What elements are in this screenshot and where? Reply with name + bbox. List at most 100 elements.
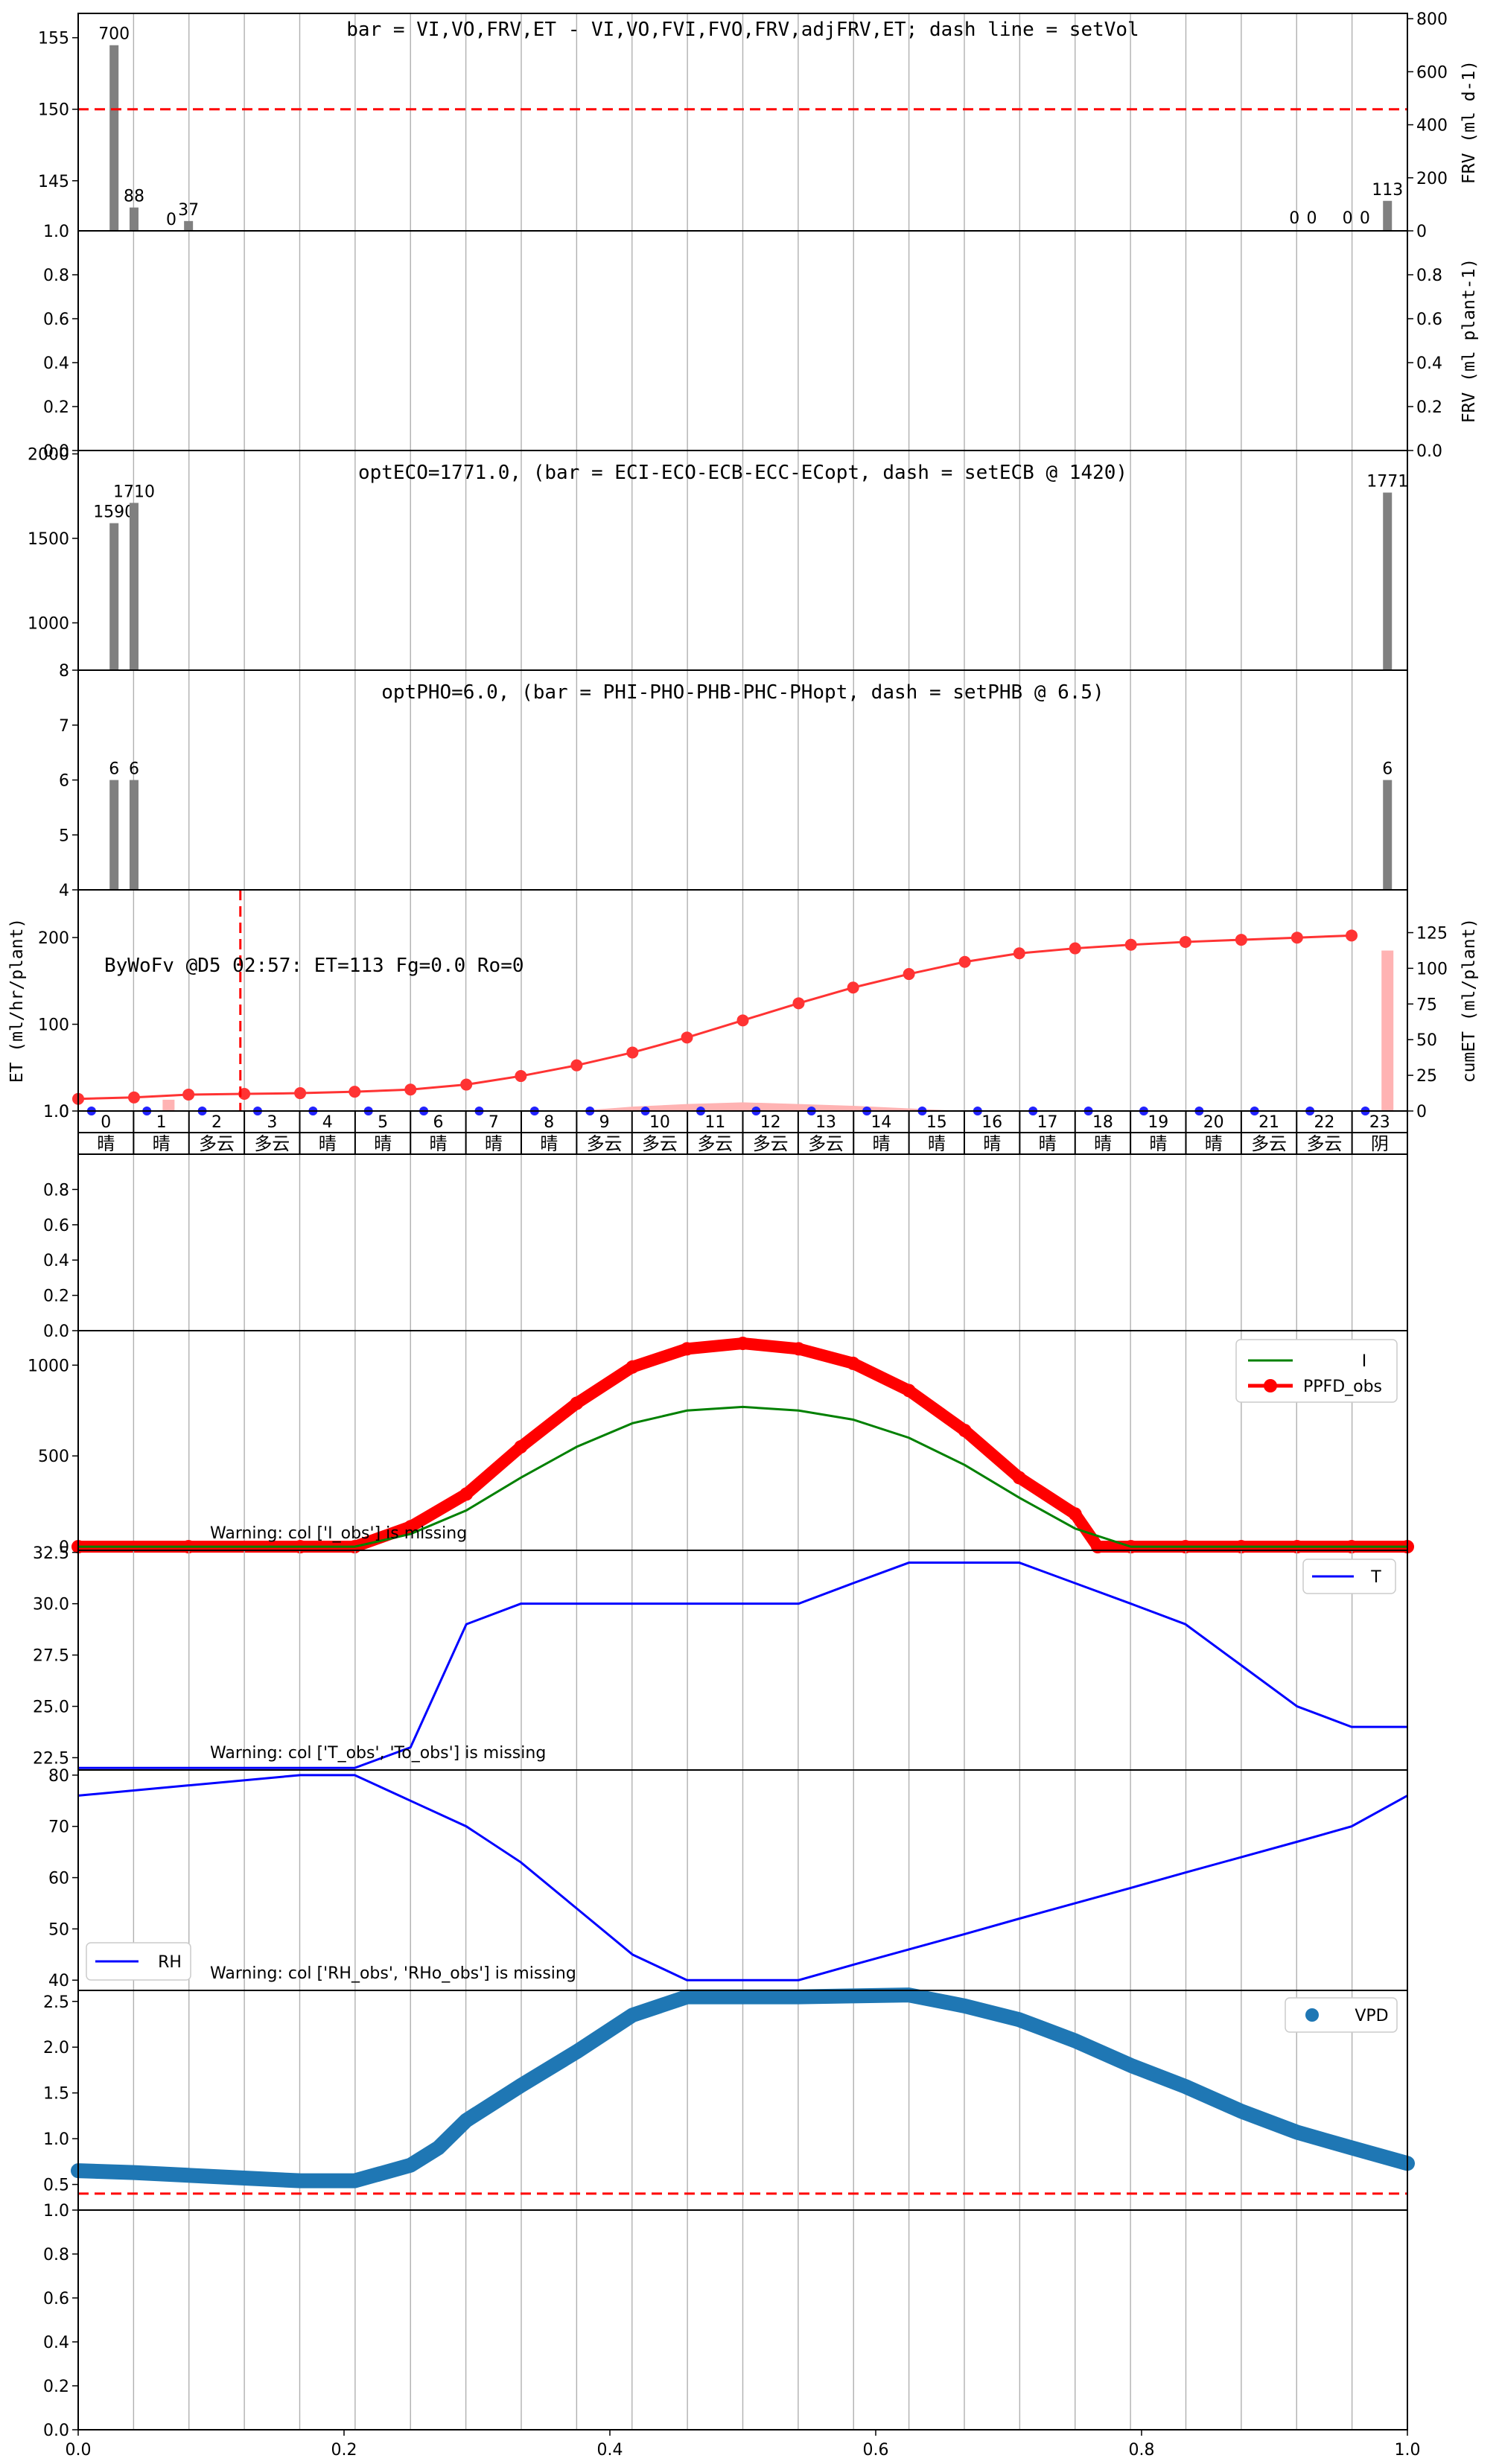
right-y-tick-label: 0.0 bbox=[1416, 442, 1442, 461]
right-y-tick-label: 0 bbox=[1416, 1103, 1427, 1121]
warning-text: Warning: col ['RH_obs', 'RHo_obs'] is mi… bbox=[210, 1964, 576, 1983]
hour-cell: 6 bbox=[433, 1113, 443, 1132]
vpd-line bbox=[71, 1987, 1415, 2188]
hour-cell: 1 bbox=[156, 1113, 167, 1132]
panel-frv: 0.0 0.2 0.4 0.6 0.8 0.0 0.2 0.4 0.6 0.8 FRV (ml pl… bbox=[43, 230, 1479, 461]
hour-cell: 21 bbox=[1258, 1113, 1279, 1132]
legend-box bbox=[1285, 1997, 1398, 2033]
weather-cell: 晴 bbox=[540, 1133, 558, 1154]
right-y-tick-label: 0.4 bbox=[1416, 354, 1442, 373]
y-tick-label: 1000 bbox=[28, 1357, 69, 1375]
et-bar bbox=[1381, 950, 1394, 1111]
weather-cell: 晴 bbox=[153, 1133, 171, 1154]
weather-cell: 晴 bbox=[97, 1133, 115, 1154]
panel-bottom: 0.0 0.2 0.4 0.6 0.8 1.0 0.0 0.2 0.4 0.6 0.8 1.0 bbox=[43, 2202, 1421, 2460]
y-tick-label: 30.0 bbox=[33, 1596, 69, 1614]
ppfd-obs-point bbox=[404, 1520, 418, 1534]
y-tick-label: 1.0 bbox=[43, 2202, 69, 2221]
hour-cell: 7 bbox=[488, 1113, 499, 1132]
weather-cell: 晴 bbox=[928, 1133, 946, 1154]
weather-cell: 多云 bbox=[697, 1133, 733, 1154]
hour-cell: 8 bbox=[544, 1113, 554, 1132]
panel-volume: 145 150 155 1.0 0 200 400 600 800 FRV (ml d-1) 700… bbox=[38, 10, 1479, 241]
ppfd-obs-point bbox=[570, 1396, 584, 1410]
weather-cell: 多云 bbox=[1306, 1133, 1342, 1154]
y-tick-label: 70 bbox=[48, 1818, 69, 1837]
y-tick-label: 0.5 bbox=[43, 2177, 69, 2195]
y-bottom-label: 1.0 bbox=[43, 1103, 69, 1121]
cumet-point bbox=[182, 1088, 195, 1101]
right-y-tick-label: 200 bbox=[1416, 170, 1448, 188]
cumet-point bbox=[903, 968, 915, 981]
weather-cell: 多云 bbox=[642, 1133, 678, 1154]
y-tick-label: 25.0 bbox=[33, 1699, 69, 1717]
ec-bar bbox=[109, 523, 119, 670]
ppfd-obs-point bbox=[902, 1384, 916, 1398]
ec-bar bbox=[1383, 492, 1393, 670]
hour-cell: 13 bbox=[815, 1113, 836, 1132]
right-y-tick-label: 0.2 bbox=[1416, 398, 1442, 417]
right-axis-label: FRV (ml plant-1) bbox=[1460, 258, 1479, 424]
hour-cell: 5 bbox=[378, 1113, 388, 1132]
y-tick-label: 0.4 bbox=[43, 1252, 69, 1270]
legend-ppfd-label: PPFD_obs bbox=[1303, 1378, 1382, 1396]
cumet-point bbox=[681, 1031, 693, 1044]
hour-cell: 17 bbox=[1037, 1113, 1058, 1132]
weather-cell: 晴 bbox=[429, 1133, 447, 1154]
weather-cell: 多云 bbox=[254, 1133, 290, 1154]
hour-cell: 4 bbox=[322, 1113, 333, 1132]
volume-bar-label: 113 bbox=[1372, 181, 1403, 200]
y-tick-label: 0.6 bbox=[43, 2290, 69, 2308]
cumet-point bbox=[349, 1086, 361, 1098]
weather-cell: 多云 bbox=[753, 1133, 789, 1154]
y-tick-label: 7 bbox=[59, 717, 69, 736]
y-tick-label: 0.8 bbox=[43, 2246, 69, 2264]
y-tick-label: 4 bbox=[59, 882, 69, 900]
hour-cell: 14 bbox=[871, 1113, 891, 1132]
y-tick-label: 100 bbox=[38, 1016, 69, 1035]
right-y-tick-label: 125 bbox=[1416, 924, 1448, 943]
ph-bar bbox=[109, 780, 119, 890]
zero-label: 0 bbox=[1289, 209, 1299, 228]
cumet-point bbox=[1290, 932, 1303, 944]
cumet-point bbox=[1235, 934, 1247, 946]
ppfd-obs-point bbox=[1012, 1471, 1026, 1485]
panel-ppfd: 0 500 1000 I PPFD_obs Warning: col ['I_obs'] … bbox=[28, 1330, 1414, 1557]
legend-vpd-marker bbox=[1305, 2008, 1319, 2022]
y-bottom-label: 1.0 bbox=[43, 223, 69, 241]
right-y-tick-label: 0 bbox=[1416, 223, 1427, 241]
weather-cell: 晴 bbox=[1149, 1133, 1167, 1154]
panel-temp: 22.5 25.0 27.5 30.0 32.5 T Warning: col ['T_ob… bbox=[33, 1544, 1408, 1771]
y-tick-label: 6 bbox=[59, 772, 69, 791]
ec-bar-label: 1771 bbox=[1366, 473, 1408, 491]
panel-vpd: 0.5 1.0 1.5 2.0 2.5 VPD bbox=[43, 1987, 1415, 2211]
right-y-tick-label: 600 bbox=[1416, 63, 1448, 82]
ph-bar-label: 6 bbox=[129, 760, 139, 779]
y-tick-label: 500 bbox=[38, 1448, 69, 1466]
y-tick-label: 0.6 bbox=[43, 1217, 69, 1235]
right-y-tick-label: 0.8 bbox=[1416, 267, 1442, 285]
y-tick-label: 0.2 bbox=[43, 398, 69, 417]
cumet-point bbox=[294, 1087, 307, 1100]
right-y-tick-label: 75 bbox=[1416, 996, 1437, 1014]
i-line bbox=[78, 1405, 1407, 1548]
y-tick-label: 0.0 bbox=[43, 442, 69, 461]
panel-title: optECO=1771.0, (bar = ECI-ECO-ECB-ECC-EC… bbox=[358, 462, 1127, 484]
y-tick-label: 0.0 bbox=[43, 2422, 69, 2440]
right-y-tick-label: 100 bbox=[1416, 960, 1448, 978]
panel-title: optPHO=6.0, (bar = PHI-PHO-PHB-PHC-PHopt… bbox=[381, 681, 1104, 704]
hour-cell: 12 bbox=[760, 1113, 781, 1132]
cumet-point bbox=[515, 1070, 527, 1083]
hour-cell: 15 bbox=[926, 1113, 947, 1132]
y-tick-label: 1500 bbox=[28, 530, 69, 549]
legend-t-label: T bbox=[1370, 1568, 1381, 1587]
legend-vpd-label: VPD bbox=[1355, 2007, 1388, 2025]
cumet-point bbox=[792, 997, 805, 1010]
ppfd-obs-point bbox=[792, 1342, 806, 1356]
t-line bbox=[78, 1562, 1407, 1769]
cumet-point bbox=[847, 981, 859, 994]
volume-bar-label: 0 bbox=[166, 211, 176, 229]
right-axis-label: cumET (ml/plant) bbox=[1460, 918, 1479, 1083]
right-y-tick-label: 800 bbox=[1416, 10, 1448, 29]
left-axis-label: ET (ml/hr/plant) bbox=[7, 918, 27, 1083]
